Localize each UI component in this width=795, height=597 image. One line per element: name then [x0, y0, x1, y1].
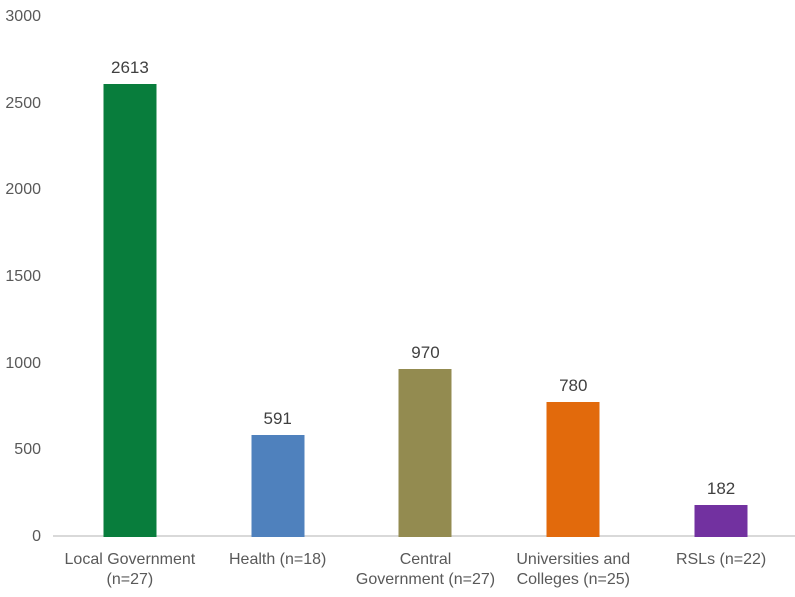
bar — [694, 505, 748, 537]
category-label-line: RSLs (n=22) — [675, 551, 767, 568]
y-tick-label: 3000 — [5, 8, 41, 25]
bar-value-label: 970 — [411, 343, 440, 362]
y-axis: 0 500 1000 1500 2000 2500 3000 — [0, 0, 41, 597]
bar-value-label: 591 — [263, 409, 292, 428]
bar-value-label: 182 — [706, 479, 736, 498]
bar — [103, 84, 157, 537]
bar-slot: 780 Universities and Colleges (n=25) — [499, 0, 647, 588]
bar — [251, 435, 305, 537]
category-label: RSLs (n=22) — [646, 550, 795, 570]
bar — [398, 369, 452, 537]
bar-value-label: 780 — [559, 376, 588, 395]
category-label-line: (n=27) — [106, 571, 154, 588]
y-tick-label: 1500 — [5, 268, 41, 285]
bar-value-label: 2613 — [110, 58, 149, 77]
y-tick-label: 2000 — [5, 181, 41, 199]
plot-area: 2613 Local Government (n=27) 591 Health (n=1… — [56, 0, 795, 588]
y-tick-label: 1000 — [5, 354, 41, 372]
y-tick-label: 2500 — [5, 94, 41, 112]
category-label: Local Government (n=27) — [55, 550, 205, 590]
bar-slot: 970 Central Government (n=27) — [352, 0, 500, 588]
category-label-line: Universities and — [516, 551, 631, 568]
category-label-line: Health (n=18) — [228, 551, 327, 568]
bar-slot: 182 RSLs (n=22) — [647, 0, 795, 568]
category-label-line: Government (n=27) — [355, 571, 496, 588]
y-tick-label: 0 — [32, 528, 41, 545]
y-tick-label: 500 — [14, 441, 41, 459]
category-label-line: Central — [399, 551, 452, 568]
category-label: Universities and Colleges (n=25) — [498, 550, 648, 590]
bar-slot: 591 Health (n=18) — [204, 0, 352, 568]
bar — [546, 402, 600, 537]
category-label: Central Government (n=27) — [350, 550, 500, 590]
category-label-line: Local Government — [64, 551, 196, 568]
category-label: Health (n=18) — [203, 550, 353, 570]
bar-slot: 2613 Local Government (n=27) — [56, 0, 204, 588]
category-label-line: Colleges (n=25) — [516, 571, 630, 588]
